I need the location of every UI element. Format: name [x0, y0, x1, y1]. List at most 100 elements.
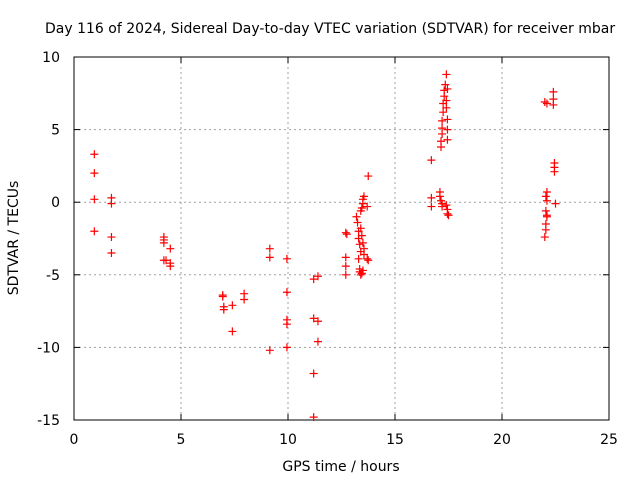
data-point-plus [341, 262, 350, 271]
data-point-plus [162, 256, 171, 265]
data-point-plus [341, 270, 350, 279]
data-point-plus [541, 192, 550, 201]
axis-ticks [73, 56, 610, 421]
data-point-plus [265, 253, 274, 262]
data-point-plus [90, 150, 99, 159]
data-point-plus [341, 228, 350, 237]
data-point-plus [443, 125, 452, 134]
data-point-plus [356, 224, 365, 233]
data-point-plus [309, 413, 318, 422]
x-tick-label: 5 [177, 432, 186, 448]
y-tick-label: 0 [51, 195, 60, 211]
data-point-plus [342, 230, 351, 239]
chart-title: Day 116 of 2024, Sidereal Day-to-day VTE… [45, 21, 615, 37]
data-point-plus [427, 202, 436, 211]
data-point-plus [240, 295, 249, 304]
data-point-plus [357, 231, 366, 240]
plot-area-frame [73, 56, 610, 421]
data-point-plus [438, 202, 447, 211]
data-point-plus [442, 96, 451, 105]
y-tick-label: -15 [37, 413, 60, 429]
data-point-plus [435, 192, 444, 201]
data-point-plus [438, 124, 447, 133]
data-point-plus [265, 346, 274, 355]
data-point-plus [443, 209, 452, 218]
y-tick-label: -10 [37, 340, 60, 356]
data-point-plus [358, 266, 367, 275]
data-point-plus [439, 108, 448, 117]
y-tick-label: 5 [51, 123, 60, 139]
data-points [90, 70, 560, 422]
data-point-plus [359, 192, 368, 201]
x-tick-label: 20 [493, 432, 511, 448]
data-point-plus [282, 288, 291, 297]
data-point-plus [542, 99, 551, 108]
grid-lines [74, 57, 609, 420]
data-point-plus [282, 320, 291, 329]
data-point-plus [542, 188, 551, 197]
data-point-plus [549, 87, 558, 96]
data-point-plus [363, 202, 372, 211]
data-point-plus [90, 169, 99, 178]
data-point-plus [228, 301, 237, 310]
data-point-plus [309, 314, 318, 323]
data-point-plus [90, 195, 99, 204]
data-point-plus [443, 135, 452, 144]
data-point-plus [443, 84, 452, 93]
data-point-plus [444, 211, 453, 220]
data-point-plus [442, 201, 451, 210]
data-point-plus [438, 116, 447, 125]
data-point-plus [358, 238, 367, 247]
data-point-plus [442, 103, 451, 112]
data-point-plus [540, 233, 549, 242]
data-point-plus [352, 212, 361, 221]
data-point-plus [309, 275, 318, 284]
tick-labels: 0 5 10 15 20 25 -15 -10 -5 0 5 10 [37, 50, 618, 448]
data-point-plus [341, 253, 350, 262]
y-tick-label: 10 [42, 50, 60, 66]
data-point-plus [107, 249, 116, 258]
data-point-plus [443, 115, 452, 124]
data-point-plus [166, 262, 175, 271]
x-axis-label: GPS time / hours [282, 459, 399, 475]
data-point-plus [282, 343, 291, 352]
data-point-plus [542, 196, 551, 205]
data-point-plus [166, 244, 175, 253]
data-point-plus [353, 218, 362, 227]
data-point-plus [90, 227, 99, 236]
data-point-plus [441, 80, 450, 89]
data-point-plus [219, 305, 228, 314]
data-point-plus [159, 238, 168, 247]
data-point-plus [541, 206, 550, 215]
data-point-plus [442, 70, 451, 79]
data-point-plus [364, 256, 373, 265]
x-tick-label: 0 [70, 432, 79, 448]
x-tick-label: 25 [600, 432, 618, 448]
data-point-plus [427, 193, 436, 202]
data-point-plus [363, 254, 372, 263]
data-point-plus [549, 100, 558, 109]
data-point-plus [282, 254, 291, 263]
data-point-plus [357, 204, 366, 213]
data-point-plus [107, 233, 116, 242]
data-point-plus [542, 212, 551, 221]
data-point-plus [228, 327, 237, 336]
data-point-plus [313, 317, 322, 326]
data-point-plus [313, 337, 322, 346]
data-point-plus [550, 167, 559, 176]
data-point-plus [437, 137, 446, 146]
data-point-plus [309, 369, 318, 378]
data-point-plus [359, 250, 368, 259]
y-tick-label: -5 [46, 268, 60, 284]
data-point-plus [107, 199, 116, 208]
y-axis-label: SDTVAR / TECUs [6, 181, 22, 296]
data-point-plus [218, 292, 227, 301]
x-tick-label: 10 [279, 432, 297, 448]
data-point-plus [541, 225, 550, 234]
data-point-plus [356, 270, 365, 279]
data-point-plus [427, 156, 436, 165]
x-tick-label: 15 [386, 432, 404, 448]
data-point-plus [313, 272, 322, 281]
data-point-plus [551, 199, 560, 208]
